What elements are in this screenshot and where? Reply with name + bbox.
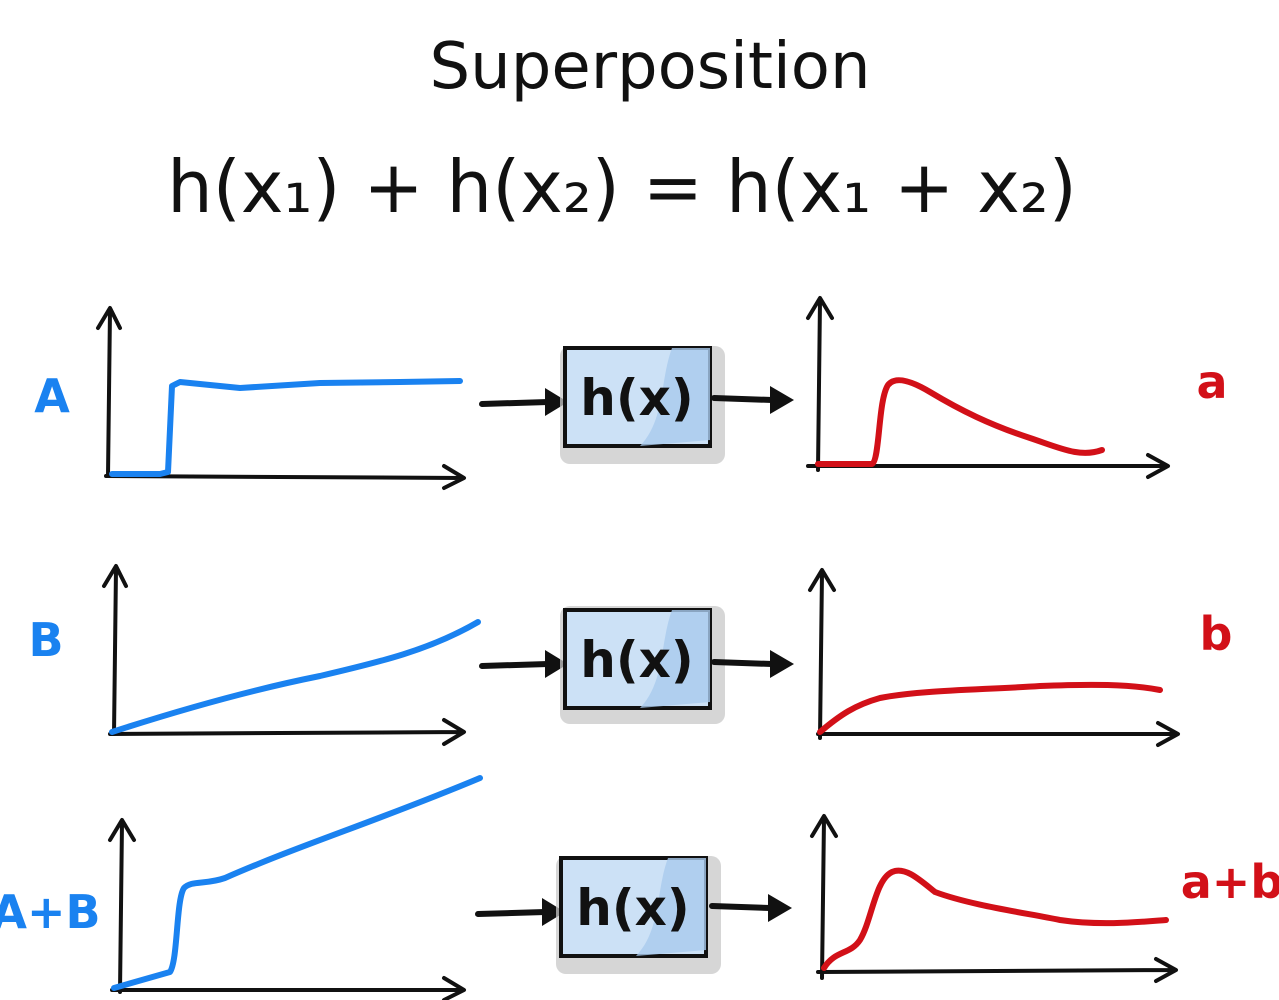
output-label-b: b	[1200, 607, 1233, 661]
flow-arrow-in-3	[475, 898, 565, 926]
output-plot-a-plus-b	[810, 814, 1178, 983]
superposition-formula: h(x₁) + h(x₂) = h(x₁ + x₂)	[167, 145, 1077, 229]
x-axis	[108, 718, 466, 746]
flow-arrow-in-1	[479, 388, 568, 416]
input-label-a: A	[34, 369, 70, 423]
system-box-2: h(x)	[560, 606, 725, 724]
y-axis	[810, 814, 838, 980]
y-axis	[808, 568, 836, 740]
system-box-1: h(x)	[560, 346, 725, 464]
output-plot-b	[808, 568, 1180, 747]
input-signal-a	[109, 378, 463, 477]
flow-arrow-out-1	[711, 386, 794, 414]
y-axis	[102, 564, 128, 736]
flow-arrow-out-3	[709, 894, 792, 922]
row-3: A+B h(x) a+b	[0, 775, 1279, 1000]
x-axis	[104, 464, 466, 490]
page-title: Superposition	[430, 30, 871, 104]
flow-arrow-out-2	[711, 650, 794, 678]
input-signal-b	[109, 619, 481, 735]
flow-arrow-in-2	[479, 650, 568, 678]
output-signal-b	[817, 681, 1163, 735]
y-axis	[108, 818, 136, 994]
input-plot-a-plus-b	[108, 775, 483, 1000]
y-axis	[96, 306, 122, 478]
input-label-a-plus-b: A+B	[0, 885, 101, 939]
output-signal-a-plus-b	[821, 867, 1169, 971]
output-label-a-plus-b: a+b	[1181, 855, 1279, 909]
system-box-3: h(x)	[556, 856, 721, 974]
system-label: h(x)	[576, 879, 690, 937]
row-1: A h(x) a	[34, 296, 1228, 490]
output-signal-a	[815, 377, 1105, 467]
output-plot-a	[806, 296, 1170, 479]
input-label-b: B	[28, 613, 63, 667]
y-axis	[806, 296, 834, 472]
system-label: h(x)	[580, 631, 694, 689]
system-label: h(x)	[580, 369, 694, 427]
x-axis	[816, 957, 1178, 983]
x-axis	[110, 976, 466, 1000]
row-2: B h(x) b	[28, 564, 1233, 747]
output-label-a: a	[1196, 355, 1227, 409]
input-signal-a-plus-b	[111, 775, 483, 991]
input-plot-b	[102, 564, 481, 746]
x-axis	[816, 721, 1180, 747]
input-plot-a	[96, 306, 466, 490]
